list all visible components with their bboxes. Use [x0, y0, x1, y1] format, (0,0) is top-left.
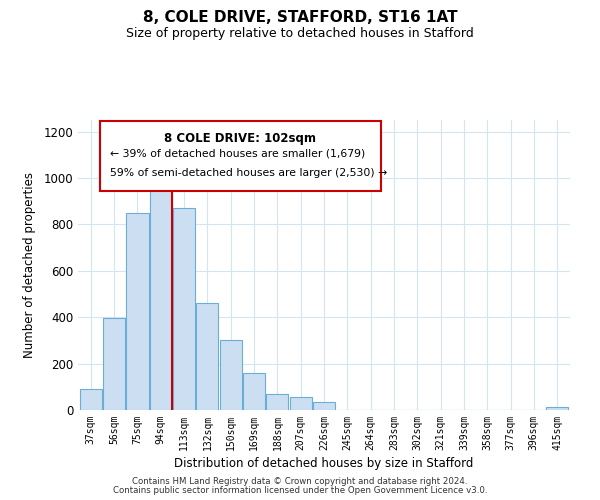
Bar — [546, 407, 568, 410]
Bar — [80, 389, 102, 410]
Bar — [313, 402, 335, 410]
Bar — [220, 340, 242, 410]
Bar — [150, 185, 172, 410]
Text: 59% of semi-detached houses are larger (2,530) →: 59% of semi-detached houses are larger (… — [110, 168, 387, 178]
Text: ← 39% of detached houses are smaller (1,679): ← 39% of detached houses are smaller (1,… — [110, 149, 365, 159]
Bar — [196, 304, 218, 410]
FancyBboxPatch shape — [100, 122, 380, 191]
Text: Size of property relative to detached houses in Stafford: Size of property relative to detached ho… — [126, 28, 474, 40]
X-axis label: Distribution of detached houses by size in Stafford: Distribution of detached houses by size … — [175, 457, 473, 470]
Text: Contains public sector information licensed under the Open Government Licence v3: Contains public sector information licen… — [113, 486, 487, 495]
Text: 8, COLE DRIVE, STAFFORD, ST16 1AT: 8, COLE DRIVE, STAFFORD, ST16 1AT — [143, 10, 457, 25]
Bar — [103, 318, 125, 410]
Bar — [266, 394, 289, 410]
Bar — [243, 373, 265, 410]
Bar — [173, 208, 195, 410]
Text: 8 COLE DRIVE: 102sqm: 8 COLE DRIVE: 102sqm — [164, 132, 316, 144]
Bar — [127, 213, 149, 410]
Bar — [290, 397, 312, 410]
Text: Contains HM Land Registry data © Crown copyright and database right 2024.: Contains HM Land Registry data © Crown c… — [132, 477, 468, 486]
Y-axis label: Number of detached properties: Number of detached properties — [23, 172, 37, 358]
